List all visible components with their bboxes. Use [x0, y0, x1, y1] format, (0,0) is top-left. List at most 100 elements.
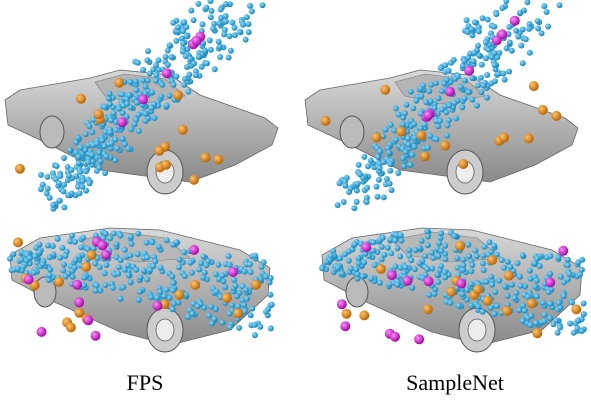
point	[361, 242, 371, 252]
point	[387, 270, 397, 280]
point	[63, 274, 69, 280]
point	[137, 289, 143, 295]
point	[198, 260, 204, 266]
point	[403, 149, 409, 155]
point	[102, 170, 108, 176]
point	[346, 249, 352, 255]
point	[364, 199, 370, 205]
point	[507, 40, 513, 46]
point	[424, 266, 430, 272]
point	[538, 105, 548, 115]
point	[515, 260, 521, 266]
point	[405, 136, 411, 142]
point	[502, 283, 508, 289]
point	[208, 0, 214, 4]
point	[505, 259, 511, 265]
point	[491, 24, 497, 30]
point	[148, 294, 154, 300]
point	[455, 241, 465, 251]
point	[147, 267, 153, 273]
point	[133, 78, 139, 84]
point	[19, 257, 25, 263]
point	[217, 54, 223, 60]
point	[201, 153, 211, 163]
point	[61, 155, 67, 161]
point	[376, 264, 386, 274]
point	[66, 173, 72, 179]
point	[480, 309, 486, 315]
point	[135, 60, 141, 66]
point	[484, 72, 490, 78]
point	[451, 57, 457, 63]
point	[510, 16, 520, 26]
point	[76, 154, 82, 160]
point	[267, 292, 273, 298]
point	[221, 31, 227, 37]
point	[102, 143, 108, 149]
point	[74, 297, 84, 307]
point	[184, 64, 190, 70]
point	[377, 149, 383, 155]
point	[228, 48, 234, 54]
point	[380, 85, 390, 95]
point	[575, 317, 581, 323]
point	[118, 257, 124, 263]
point	[353, 266, 359, 272]
point	[393, 137, 399, 143]
caption: FPS	[127, 370, 164, 395]
point	[89, 129, 95, 135]
point	[404, 102, 410, 108]
point	[354, 199, 360, 205]
point	[122, 247, 128, 253]
point	[156, 244, 162, 250]
point	[98, 158, 104, 164]
point	[542, 312, 548, 318]
point	[547, 315, 553, 321]
point	[153, 62, 159, 68]
point	[356, 255, 362, 261]
point	[445, 122, 451, 128]
point	[473, 285, 483, 295]
point	[115, 271, 121, 277]
point	[199, 64, 205, 70]
point	[174, 74, 180, 80]
point	[15, 164, 25, 174]
point	[462, 58, 468, 64]
point	[466, 89, 472, 95]
point	[156, 57, 162, 63]
point	[56, 180, 62, 186]
point	[86, 123, 92, 129]
point	[114, 145, 120, 151]
point	[488, 305, 494, 311]
point	[107, 129, 113, 135]
point	[496, 278, 502, 284]
point	[209, 320, 215, 326]
point	[101, 250, 111, 260]
point	[480, 253, 486, 259]
point	[371, 248, 377, 254]
point	[425, 242, 431, 248]
point	[77, 169, 83, 175]
point	[489, 282, 495, 288]
point	[169, 274, 175, 280]
point	[551, 111, 561, 121]
point	[136, 128, 142, 134]
point	[509, 48, 515, 54]
point	[219, 320, 225, 326]
point	[212, 66, 218, 72]
point	[192, 36, 202, 46]
point	[460, 257, 466, 263]
point	[417, 260, 423, 266]
point	[67, 147, 73, 153]
point	[577, 272, 583, 278]
point	[243, 287, 249, 293]
point	[424, 228, 430, 234]
point	[395, 282, 401, 288]
point	[469, 26, 475, 32]
point	[341, 199, 347, 205]
point	[213, 289, 219, 295]
point	[135, 231, 141, 237]
point	[116, 264, 122, 270]
point	[27, 255, 33, 261]
point	[442, 274, 448, 280]
